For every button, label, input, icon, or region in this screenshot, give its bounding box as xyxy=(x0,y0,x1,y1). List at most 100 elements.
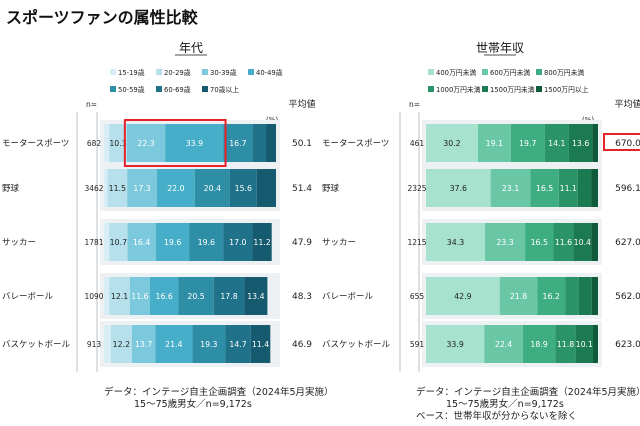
category-label: 野球 xyxy=(2,183,20,194)
bar-segment xyxy=(575,325,594,363)
bar-segment xyxy=(104,277,110,315)
legend-swatch xyxy=(156,69,162,75)
bar-segment xyxy=(131,325,156,363)
bar-segment xyxy=(126,124,166,162)
data-label: 11.2 xyxy=(253,238,270,247)
average-value: 48.3 xyxy=(292,292,312,302)
legend-swatch xyxy=(482,69,488,75)
data-label: 42.9 xyxy=(454,292,471,301)
category-label: サッカー xyxy=(322,238,356,248)
bar-segment xyxy=(109,124,127,162)
legend-label: 70歳以上 xyxy=(210,85,239,94)
bar-segment xyxy=(104,325,111,363)
data-label: 11.6 xyxy=(131,292,148,301)
average-value: 670.0 xyxy=(615,139,640,149)
bar-segment xyxy=(544,124,569,162)
bar-segment xyxy=(156,169,195,207)
legend-label: 30-39歳 xyxy=(210,68,237,77)
bar-segment xyxy=(490,169,531,207)
legend-swatch xyxy=(110,69,116,75)
category-label: バレーボール xyxy=(2,292,54,302)
legend-label: 60-69歳 xyxy=(164,85,191,94)
average-value: 623.0 xyxy=(615,340,640,350)
bar-segment xyxy=(591,223,598,261)
bar-segment xyxy=(256,169,276,207)
data-label: 13.6 xyxy=(572,139,589,148)
data-label: 11.5 xyxy=(109,184,126,193)
bar-segment xyxy=(484,223,526,261)
n-value: 682 xyxy=(87,139,102,148)
bar-segment xyxy=(477,124,511,162)
chart-title: 年代 xyxy=(179,41,203,55)
bar-segment xyxy=(555,325,576,363)
legend-label: 600万円未満 xyxy=(490,68,530,77)
bar-segment xyxy=(525,223,554,261)
bar-segment xyxy=(426,169,491,207)
data-label: 21.4 xyxy=(165,340,182,349)
n-value: 2325 xyxy=(407,184,426,193)
bar-segment xyxy=(178,277,214,315)
average-value: 50.1 xyxy=(292,139,312,149)
bar-segment xyxy=(129,277,150,315)
bar-segment xyxy=(499,277,538,315)
average-header: 平均値 xyxy=(614,98,640,110)
data-label: 16.7 xyxy=(229,139,246,148)
category-label: バスケットボール xyxy=(2,340,71,350)
bar-segment xyxy=(593,325,598,363)
average-value: 596.1 xyxy=(615,184,640,194)
data-label: 23.1 xyxy=(502,184,519,193)
legend-swatch xyxy=(202,86,208,92)
bar-segment xyxy=(127,169,157,207)
data-label: 23.3 xyxy=(496,238,513,247)
bar-segment xyxy=(104,169,108,207)
category-label: モータースポーツ xyxy=(322,139,389,149)
n-value: 1215 xyxy=(407,238,426,247)
source-note-line: ベース：世帯年収が分からないを除く xyxy=(416,411,578,422)
data-label: 19.1 xyxy=(486,139,503,148)
bar-segment xyxy=(213,277,245,315)
n-value: 913 xyxy=(87,340,102,349)
bar-segment xyxy=(522,325,556,363)
page-title: スポーツファンの属性比較 xyxy=(6,8,198,27)
data-label: 33.9 xyxy=(446,340,463,349)
source-note-line: 15～75歳男女／n=9,172s xyxy=(446,399,564,410)
legend-label: 800万円未満 xyxy=(544,68,584,77)
bar-segment xyxy=(223,124,253,162)
data-label: 34.3 xyxy=(447,238,464,247)
average-value: 47.9 xyxy=(292,238,312,248)
data-label: 33.9 xyxy=(186,139,203,148)
n-value: 461 xyxy=(410,139,425,148)
legend-swatch xyxy=(428,86,434,92)
data-label: 16.6 xyxy=(156,292,173,301)
bar-segment xyxy=(225,325,251,363)
data-label: 16.4 xyxy=(133,238,150,247)
data-label: 11.1 xyxy=(560,184,577,193)
data-label: 16.5 xyxy=(531,238,548,247)
data-label: 37.6 xyxy=(450,184,467,193)
source-note-right: データ：インテージ自主企画調査（2024年5月実施） 15～75歳男女／n=9,… xyxy=(416,387,640,423)
n-value: 1781 xyxy=(84,238,103,247)
bar-segment xyxy=(155,325,193,363)
data-label: 19.3 xyxy=(200,340,217,349)
data-label: 16.2 xyxy=(543,292,560,301)
bar-segment xyxy=(109,277,130,315)
average-highlight-box xyxy=(603,133,640,151)
legend-label: 40-49歳 xyxy=(256,68,283,77)
data-label: 11.8 xyxy=(557,340,574,349)
source-note-line: データ：インテージ自主企画調査（2024年5月実施） xyxy=(416,387,640,398)
bar-segment xyxy=(109,223,128,261)
bar-segment xyxy=(591,169,598,207)
n-value: 655 xyxy=(410,292,425,301)
bar-segment xyxy=(510,124,545,162)
bar-segment xyxy=(426,124,478,162)
bar-segment xyxy=(553,223,574,261)
bar-segment xyxy=(155,223,190,261)
average-value: 46.9 xyxy=(292,340,312,350)
data-label: 10.7 xyxy=(110,238,127,247)
bar-segment xyxy=(530,169,559,207)
bar-segment xyxy=(577,169,592,207)
data-label: 20.4 xyxy=(204,184,221,193)
data-label: 22.0 xyxy=(167,184,184,193)
legend-swatch xyxy=(202,69,208,75)
